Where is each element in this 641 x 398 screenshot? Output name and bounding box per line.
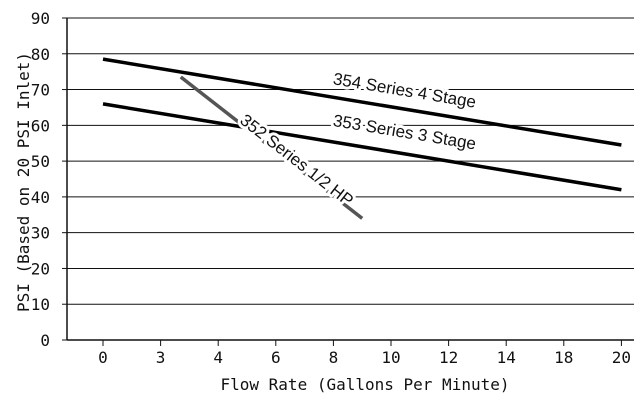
x-tick-label-14: 14 <box>497 348 516 367</box>
x-tick-label-12: 12 <box>439 348 458 367</box>
y-tick-label-90: 90 <box>31 9 50 28</box>
series-label-354-series-4-stage: 354 Series 4 Stage <box>332 69 478 111</box>
plot-frame <box>62 17 634 346</box>
y-tick-label-30: 30 <box>31 224 50 243</box>
y-tick-label-80: 80 <box>31 45 50 64</box>
y-tick-label-60: 60 <box>31 116 50 135</box>
series-line-353-series-3-stage <box>102 102 622 192</box>
x-tick-label-8: 8 <box>329 348 339 367</box>
y-tick-label-50: 50 <box>31 152 50 171</box>
y-tick-label-0: 0 <box>40 331 50 350</box>
y-tick-label-20: 20 <box>31 259 50 278</box>
x-tick-label-4: 4 <box>213 348 223 367</box>
x-tick-label-6: 6 <box>271 348 281 367</box>
y-tick-label-10: 10 <box>31 295 50 314</box>
x-tick-label-0: 0 <box>98 348 108 367</box>
x-tick-label-3: 3 <box>156 348 166 367</box>
x-axis-title: Flow Rate (Gallons Per Minute) <box>221 375 510 394</box>
x-tick-labels: 0 3 4 6 8 10 12 14 18 20 <box>98 348 631 367</box>
series-lines <box>102 57 622 220</box>
series-line-354-series-4-stage <box>102 57 622 147</box>
x-tick-label-20: 20 <box>612 348 631 367</box>
y-tick-labels: 0 10 20 30 40 50 60 70 80 90 <box>31 9 50 350</box>
series-line-352-series-1-2-hp <box>179 75 364 220</box>
y-axis-title: PSI (Based on 20 PSI Inlet) <box>14 52 33 312</box>
x-tick-label-10: 10 <box>381 348 400 367</box>
gridlines <box>67 17 634 305</box>
y-tick-label-70: 70 <box>31 81 50 100</box>
y-tick-label-40: 40 <box>31 188 50 207</box>
x-tick-label-18: 18 <box>554 348 573 367</box>
